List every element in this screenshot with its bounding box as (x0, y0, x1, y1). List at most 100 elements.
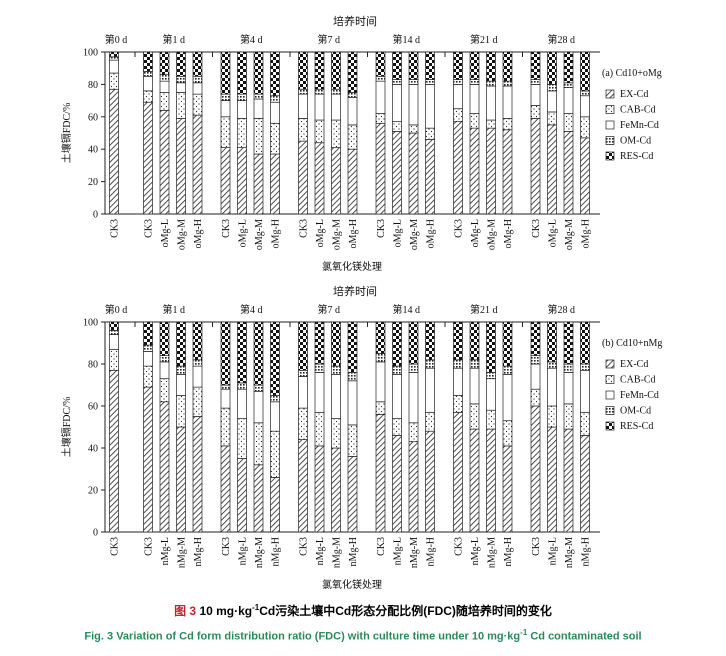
x-tick-label: nMg-L (160, 537, 171, 565)
bar-segment (237, 321, 247, 384)
bar-segment (109, 334, 119, 350)
bar-segment (547, 426, 557, 533)
fig-number: Fig. 3 (84, 630, 114, 643)
bar-segment (580, 363, 590, 371)
caption-text: 10 mg·kg (199, 604, 253, 618)
bar-segment (192, 416, 203, 533)
x-tick-label: CK3 (376, 219, 387, 238)
bar-segment (143, 386, 153, 533)
bar-segment (331, 447, 341, 533)
bar-segment (425, 321, 435, 361)
bar-segment (253, 98, 264, 119)
bar-segment (580, 435, 590, 533)
legend-swatch (605, 390, 615, 400)
x-tick-label: oMg-H (503, 219, 514, 248)
bar-segment (270, 95, 280, 103)
bar-segment (331, 374, 341, 419)
legend-swatch (605, 359, 615, 369)
caption-text: Cd contaminated soil (530, 630, 642, 643)
bar-segment (220, 407, 231, 447)
bar-segment (392, 365, 402, 375)
group-label: 第28 d (548, 33, 576, 46)
x-tick-label: nMg-M (409, 537, 420, 568)
bar-segment (176, 395, 186, 428)
bar-segment (314, 445, 325, 533)
bar-segment (563, 428, 574, 533)
bar-segment (408, 84, 419, 126)
x-axis-label: 氯氧化镁处理 (322, 578, 382, 591)
bar-segment (270, 51, 280, 97)
bar-segment (502, 374, 513, 422)
bar-segment (314, 372, 325, 413)
bar-segment (375, 80, 386, 114)
y-tick-label: 40 (88, 444, 98, 455)
bar-segment (237, 382, 247, 390)
legend-label: RES-Cd (620, 151, 653, 162)
legend-swatch (605, 421, 615, 431)
legend-swatch (605, 151, 615, 161)
bar-segment (298, 88, 308, 95)
bar-segment (347, 321, 358, 373)
bar-segment (347, 372, 358, 382)
bar-segment (159, 80, 170, 93)
bar-segment (270, 477, 280, 533)
x-tick-label: oMg-M (177, 219, 188, 250)
bar-segment (486, 119, 496, 129)
bar-segment (253, 390, 264, 424)
bar-segment (314, 119, 325, 144)
x-tick-label: oMg-L (238, 219, 249, 247)
bar-segment (408, 422, 419, 443)
bar-segment (547, 51, 557, 85)
bar-segment (469, 84, 480, 114)
bar-segment (331, 51, 341, 90)
bar-segment (375, 414, 386, 533)
x-tick-label: nMg-L (548, 537, 559, 565)
bar-segment (375, 113, 386, 124)
legend-swatch (605, 375, 615, 384)
x-tick-label: nMg-L (393, 537, 404, 565)
bar-segment (547, 90, 557, 113)
x-tick-label: CK3 (531, 537, 542, 556)
bar-segment (547, 367, 557, 407)
group-label: 第14 d (393, 303, 421, 316)
bar-segment (253, 464, 264, 533)
group-label: 第1 d (163, 33, 186, 46)
bar-segment (530, 355, 541, 365)
bar-segment (547, 361, 557, 369)
bar-segment (331, 119, 341, 148)
group-label: 第4 d (240, 33, 263, 46)
bar-segment (408, 363, 419, 373)
bar-segment (298, 321, 308, 371)
bar-segment (408, 124, 419, 134)
bar-segment (143, 51, 153, 72)
y-axis-label: 土壤镉FDC/% (60, 397, 73, 458)
y-tick-label: 100 (83, 48, 98, 59)
group-label: 第0 d (105, 303, 128, 316)
bar-segment (159, 74, 170, 82)
bar-segment (176, 92, 186, 119)
bar-segment (563, 363, 574, 373)
x-tick-label: nMg-H (348, 537, 359, 566)
bar-segment (453, 321, 463, 361)
bar-segment (220, 147, 231, 215)
bar-segment (159, 321, 170, 356)
bar-segment (298, 376, 308, 409)
bar-segment (270, 401, 280, 432)
bar-segment (408, 441, 419, 533)
bar-segment (563, 321, 574, 365)
y-tick-label: 80 (88, 80, 98, 91)
bar-segment (408, 321, 419, 365)
x-tick-label: nMg-H (193, 537, 204, 566)
bar-segment (314, 363, 325, 373)
bar-segment (314, 88, 325, 95)
bar-segment (580, 137, 590, 215)
bar-segment (347, 148, 358, 215)
group-label: 第0 d (105, 33, 128, 46)
bar-segment (270, 321, 280, 396)
bar-segment (453, 359, 463, 369)
x-tick-label: oMg-L (160, 219, 171, 247)
x-tick-label: oMg-L (470, 219, 481, 247)
bar-segment (375, 361, 386, 403)
bar-segment (502, 129, 513, 215)
bar-segment (237, 93, 247, 101)
